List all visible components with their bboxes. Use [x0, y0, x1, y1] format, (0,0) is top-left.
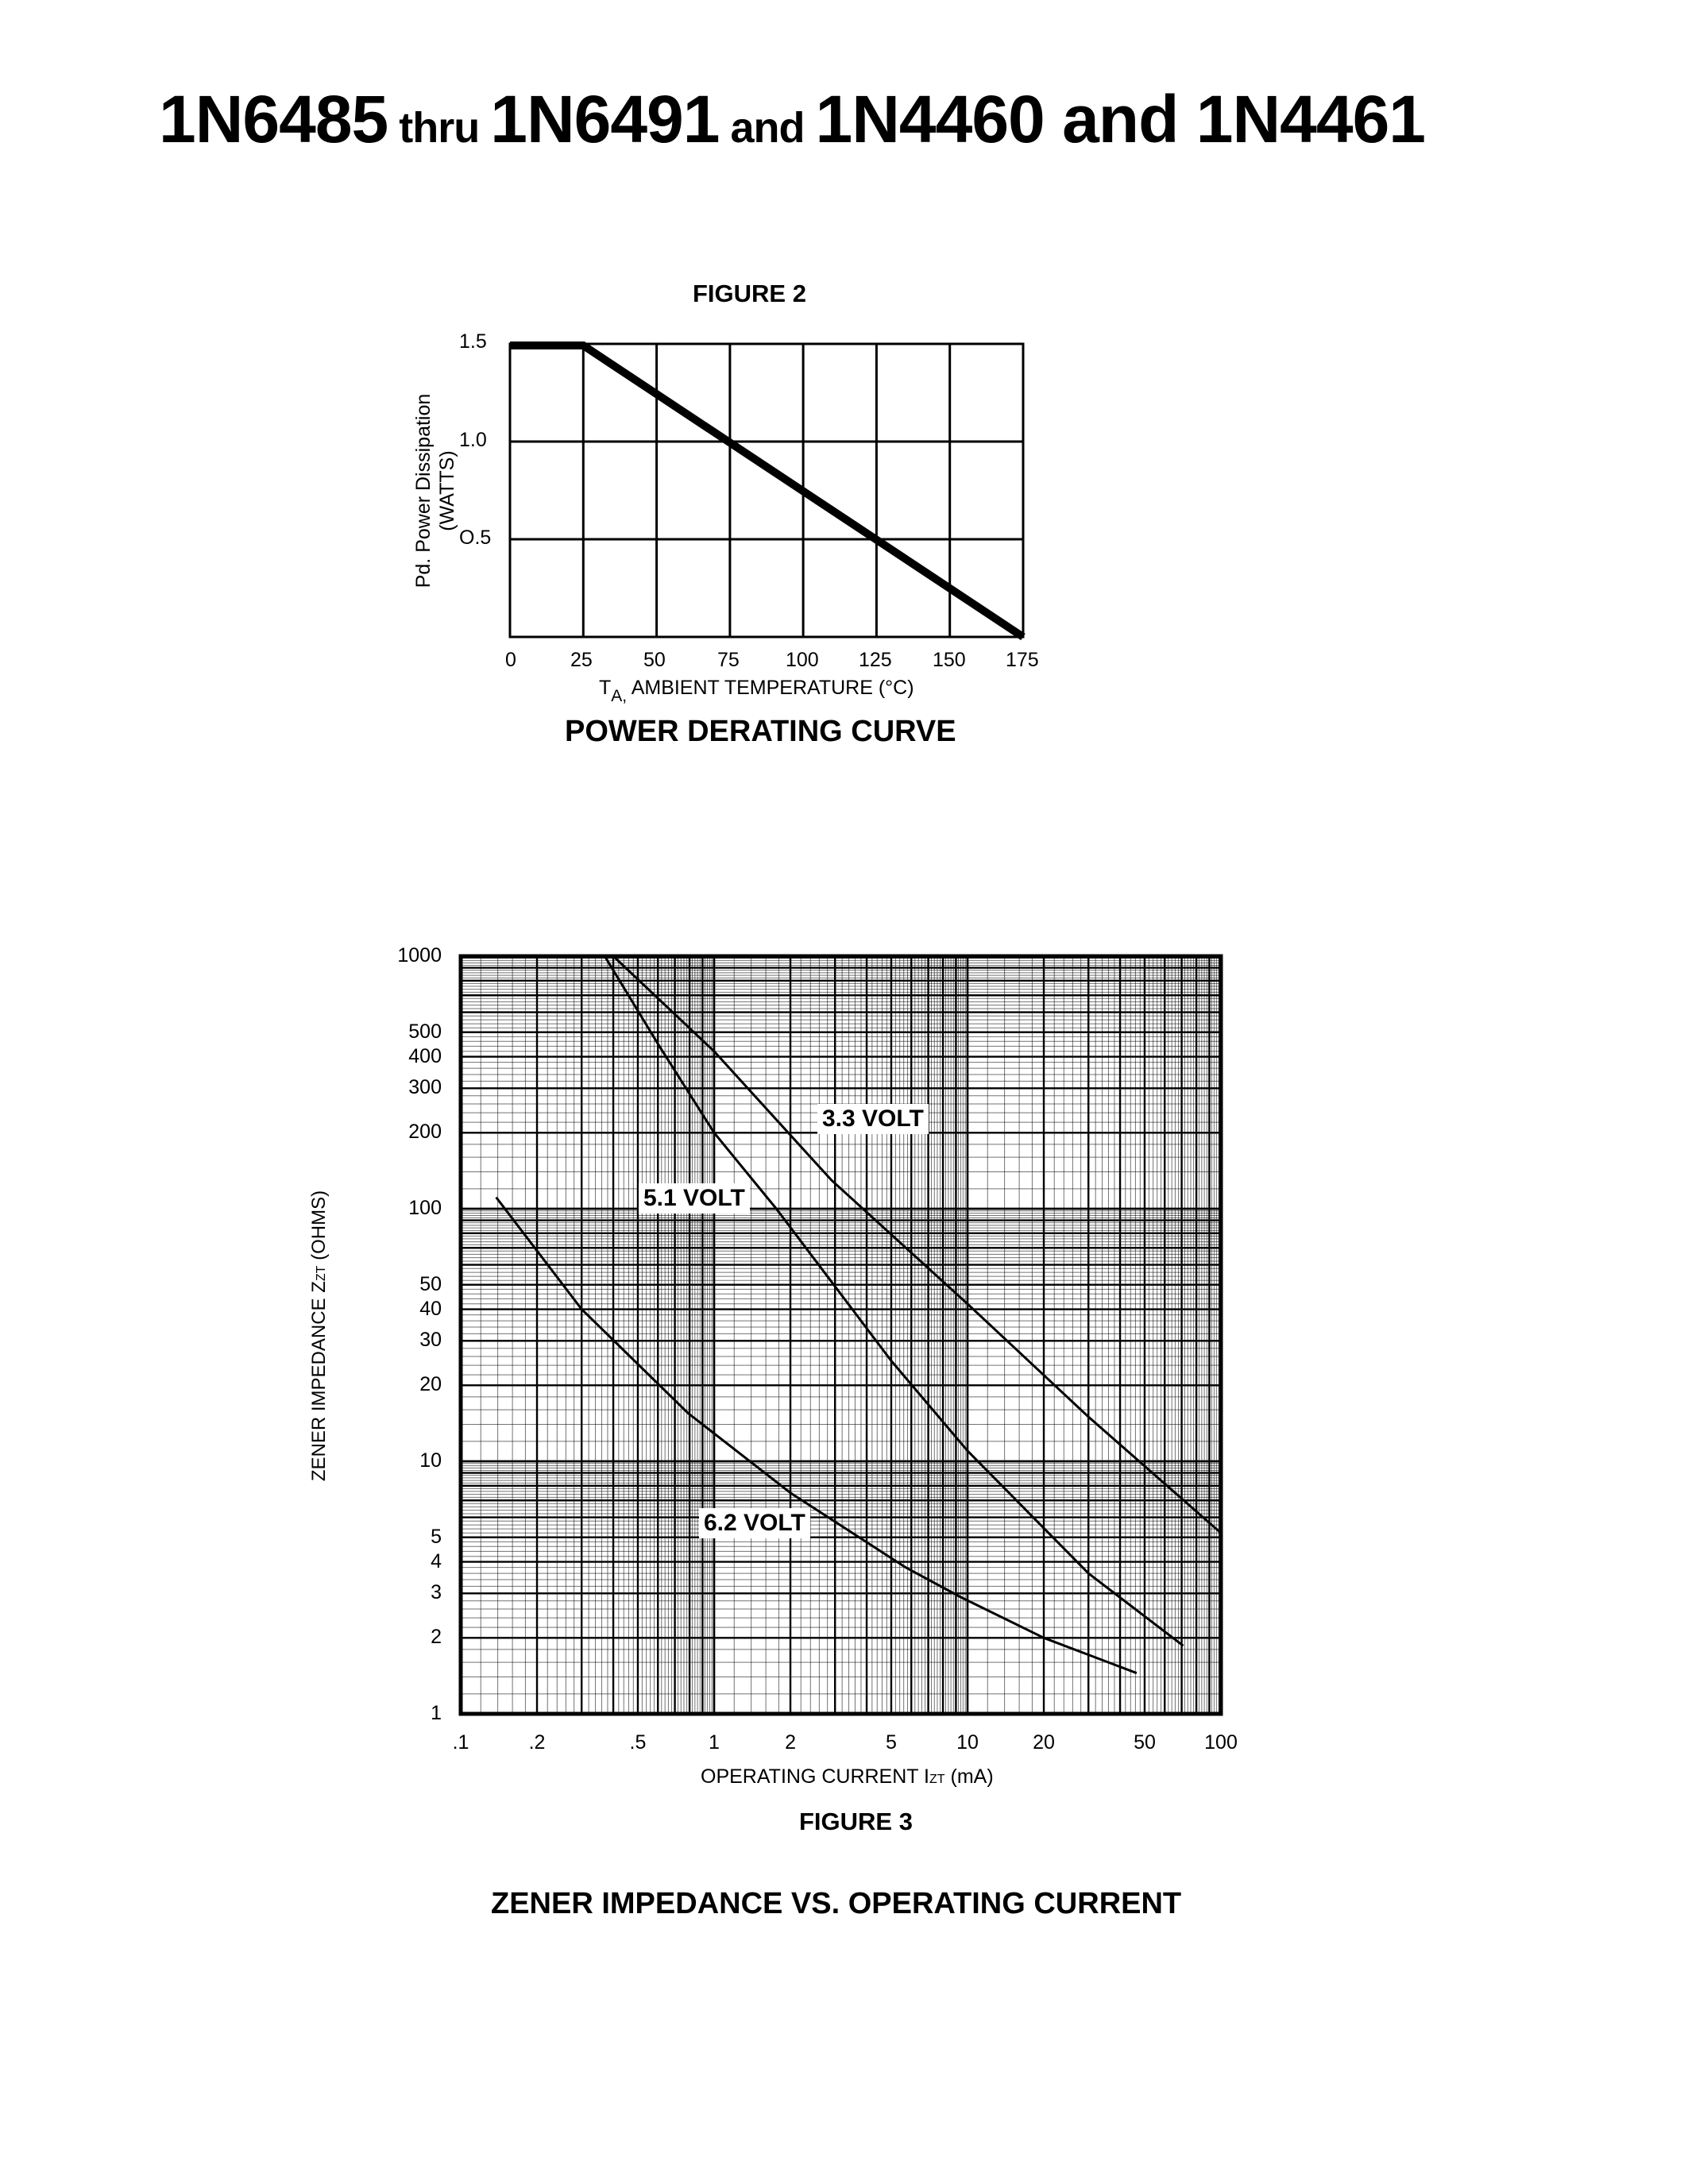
- title-part-2: thru: [388, 104, 491, 152]
- figure3-xtick: 100: [1204, 1731, 1238, 1754]
- figure3-ytick: 300: [408, 1076, 442, 1099]
- figure2-y-axis-label: Pd. Power Dissipation (WATTS): [411, 356, 459, 626]
- figure3-xtick: 1: [709, 1731, 720, 1754]
- figure3-ytick: 10: [419, 1449, 442, 1472]
- figure3-ytick: 5: [431, 1525, 442, 1548]
- figure2-xtick: 125: [859, 649, 892, 671]
- figure3-ytick: 50: [419, 1272, 442, 1295]
- figure3-ytick: 20: [419, 1373, 442, 1396]
- figure3-ytick: 1: [431, 1702, 442, 1724]
- figure2-grid: [508, 342, 1025, 639]
- figure2-xtick: 25: [570, 649, 593, 671]
- figure3-xtick: 10: [956, 1731, 979, 1754]
- figure3-xtick: 5: [886, 1731, 897, 1754]
- title-part-1: 1N6485: [159, 82, 388, 156]
- figure3-ytick: 100: [408, 1197, 442, 1219]
- figure3-ytick: 1000: [397, 944, 442, 967]
- figure2-x-axis-label: TA, AMBIENT TEMPERATURE (°C): [599, 677, 914, 705]
- figure3-ytick: 3: [431, 1581, 442, 1604]
- figure3-ytick: 4: [431, 1549, 442, 1572]
- figure3-ytick: 40: [419, 1297, 442, 1320]
- figure3-title: ZENER IMPEDANCE VS. OPERATING CURRENT: [491, 1887, 1182, 1920]
- title-part-3: 1N6491: [490, 82, 720, 156]
- series-label-5v1: 5.1 VOLT: [639, 1183, 750, 1214]
- figure3-plot-border: [458, 954, 1223, 1716]
- figure2-xtick: 100: [786, 649, 819, 671]
- series-label-6v2: 6.2 VOLT: [699, 1508, 810, 1538]
- figure3-ytick: 30: [419, 1329, 442, 1352]
- figure3-y-axis-label: ZENER IMPEDANCE ZZT (OHMS): [308, 1190, 330, 1482]
- figure3-x-axis-label: OPERATING CURRENT IZT (mA): [701, 1765, 994, 1788]
- curve-3.3-volt: [612, 955, 1222, 1534]
- figure2-derating-line: [510, 341, 1026, 641]
- figure2-xtick: 150: [933, 649, 966, 671]
- figure3-xtick: 20: [1033, 1731, 1055, 1754]
- figure2-ytick: O.5: [459, 527, 492, 549]
- figure3-xtick: 50: [1134, 1731, 1156, 1754]
- figure2-ytick: 1.5: [459, 330, 487, 353]
- figure3-plot: [458, 954, 1223, 1716]
- curve-6.2-volt: [495, 1196, 1138, 1675]
- figure3-ytick: 400: [408, 1044, 442, 1067]
- title-part-4: and: [719, 104, 816, 152]
- figure2-title: POWER DERATING CURVE: [565, 715, 956, 748]
- figure3-caption: FIGURE 3: [799, 1808, 913, 1835]
- figure2-plot: [508, 341, 1026, 641]
- figure2-xtick: 50: [643, 649, 666, 671]
- series-label-3v3: 3.3 VOLT: [817, 1104, 929, 1134]
- figure3-xtick: .2: [528, 1731, 546, 1754]
- figure2-caption: FIGURE 2: [693, 280, 806, 307]
- figure2-ytick: 1.0: [459, 429, 487, 451]
- figure3-curves: [495, 955, 1222, 1675]
- figure2-xtick: 175: [1006, 649, 1039, 671]
- figure3-xtick: 2: [785, 1731, 796, 1754]
- figure3-xtick: .5: [629, 1731, 647, 1754]
- figure3-ytick: 200: [408, 1121, 442, 1144]
- curve-5.1-volt: [604, 955, 1184, 1647]
- figure3-xtick: .1: [452, 1731, 469, 1754]
- title-part-5: 1N4460 and 1N4461: [815, 82, 1427, 156]
- figure3-grid: [459, 955, 1223, 1715]
- figure3-ytick: 500: [408, 1020, 442, 1043]
- figure2-xtick: 75: [717, 649, 740, 671]
- page-title: 1N6485 thru 1N6491 and 1N4460 and 1N4461: [159, 86, 1426, 152]
- figure2-y-axis-label-line2: (WATTS): [436, 450, 458, 531]
- figure3-ytick: 2: [431, 1626, 442, 1649]
- figure2-y-axis-label-line1: Pd. Power Dissipation: [412, 393, 435, 588]
- figure2-xtick: 0: [505, 649, 516, 671]
